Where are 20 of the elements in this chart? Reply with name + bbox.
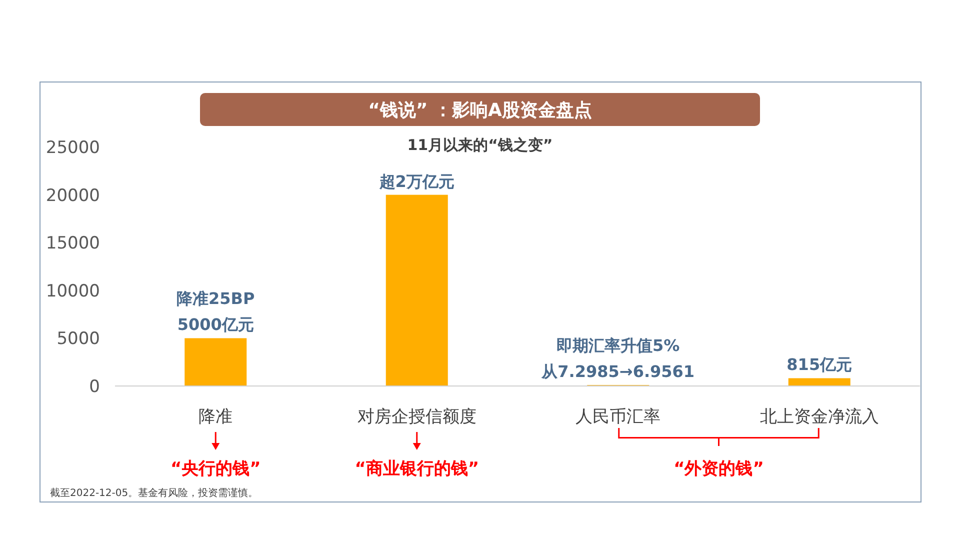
text: “央行的钱” xyxy=(170,459,261,479)
text: “商业银行的钱” xyxy=(354,459,480,479)
y-tick-label: 15000 xyxy=(46,234,100,254)
chart-title: “钱说” ：影响A股资金盘点 xyxy=(368,100,592,121)
x-tick-label: 人民币汇率 xyxy=(576,407,661,427)
chart-subtitle: 11月以来的“钱之变” xyxy=(407,136,553,154)
text: 截至2022-12-05。基金有风险，投资需谨慎。 xyxy=(50,487,258,499)
x-tick-label: 北上资金净流入 xyxy=(760,407,879,427)
y-tick-label: 0 xyxy=(89,377,100,397)
annotation: 815亿元 xyxy=(786,355,852,374)
y-tick-label: 20000 xyxy=(46,186,100,206)
x-tick-label: 降准 xyxy=(198,407,233,427)
x-tick-label: 对房企授信额度 xyxy=(357,407,476,427)
text: “外资的钱” xyxy=(674,459,764,479)
annotation: 超2万亿元 xyxy=(378,172,454,191)
annotation: 降准25BP 5000亿元 xyxy=(176,289,255,334)
y-tick-label: 25000 xyxy=(46,138,100,158)
y-tick-label: 5000 xyxy=(56,329,100,350)
annotation: 即期汇率升值5% 从7.2985→6.9561 xyxy=(540,336,695,382)
y-tick-label: 10000 xyxy=(46,281,100,302)
